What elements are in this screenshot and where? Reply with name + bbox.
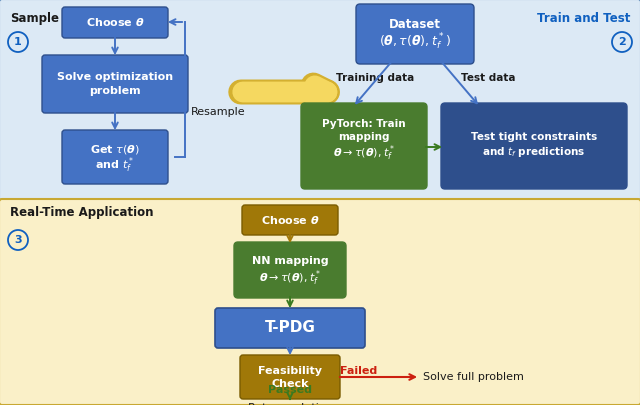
Text: Training data: Training data — [336, 73, 414, 83]
Text: 2: 2 — [618, 37, 626, 47]
Text: 3: 3 — [14, 235, 22, 245]
Text: Choose $\boldsymbol{\theta}$: Choose $\boldsymbol{\theta}$ — [86, 17, 145, 28]
FancyBboxPatch shape — [62, 130, 168, 184]
FancyBboxPatch shape — [42, 55, 188, 113]
FancyBboxPatch shape — [234, 242, 346, 298]
Text: Check: Check — [271, 379, 308, 389]
Text: Return solution: Return solution — [248, 403, 332, 405]
FancyBboxPatch shape — [240, 355, 340, 399]
Text: Failed: Failed — [340, 366, 377, 376]
Text: NN mapping: NN mapping — [252, 256, 328, 266]
Text: Sample: Sample — [10, 12, 59, 25]
Text: $(\boldsymbol{\theta}, \tau(\boldsymbol{\theta}), t_f^*)$: $(\boldsymbol{\theta}, \tau(\boldsymbol{… — [379, 32, 451, 52]
Text: and $t_f^*$: and $t_f^*$ — [95, 155, 135, 175]
FancyBboxPatch shape — [0, 199, 640, 405]
Text: Solve optimization
problem: Solve optimization problem — [57, 72, 173, 96]
FancyBboxPatch shape — [62, 7, 168, 38]
Text: Passed: Passed — [268, 385, 312, 395]
FancyBboxPatch shape — [215, 308, 365, 348]
FancyBboxPatch shape — [0, 0, 640, 201]
FancyBboxPatch shape — [356, 4, 474, 64]
Text: Test data: Test data — [461, 73, 515, 83]
Text: T-PDG: T-PDG — [264, 320, 316, 335]
Text: 1: 1 — [14, 37, 22, 47]
Text: and $t_f$ predictions: and $t_f$ predictions — [483, 145, 586, 159]
Text: $\boldsymbol{\theta} \rightarrow \tau(\boldsymbol{\theta}), t_f^*$: $\boldsymbol{\theta} \rightarrow \tau(\b… — [333, 143, 395, 163]
Text: PyTorch: Train: PyTorch: Train — [322, 119, 406, 129]
FancyBboxPatch shape — [242, 205, 338, 235]
Text: Test tight constraints: Test tight constraints — [471, 132, 597, 142]
Text: mapping: mapping — [339, 132, 390, 142]
Text: Get $\tau(\boldsymbol{\theta})$: Get $\tau(\boldsymbol{\theta})$ — [90, 143, 140, 156]
Text: Solve full problem: Solve full problem — [423, 372, 524, 382]
Text: Resample: Resample — [191, 107, 245, 117]
Text: $\boldsymbol{\theta} \rightarrow \tau(\boldsymbol{\theta}), t_f^*$: $\boldsymbol{\theta} \rightarrow \tau(\b… — [259, 268, 321, 288]
Text: Choose $\boldsymbol{\theta}$: Choose $\boldsymbol{\theta}$ — [260, 214, 319, 226]
FancyBboxPatch shape — [301, 103, 427, 189]
Text: Dataset: Dataset — [389, 17, 441, 30]
Text: Feasibility: Feasibility — [258, 366, 322, 376]
Text: Real-Time Application: Real-Time Application — [10, 206, 154, 219]
FancyBboxPatch shape — [441, 103, 627, 189]
Text: Train and Test: Train and Test — [536, 12, 630, 25]
